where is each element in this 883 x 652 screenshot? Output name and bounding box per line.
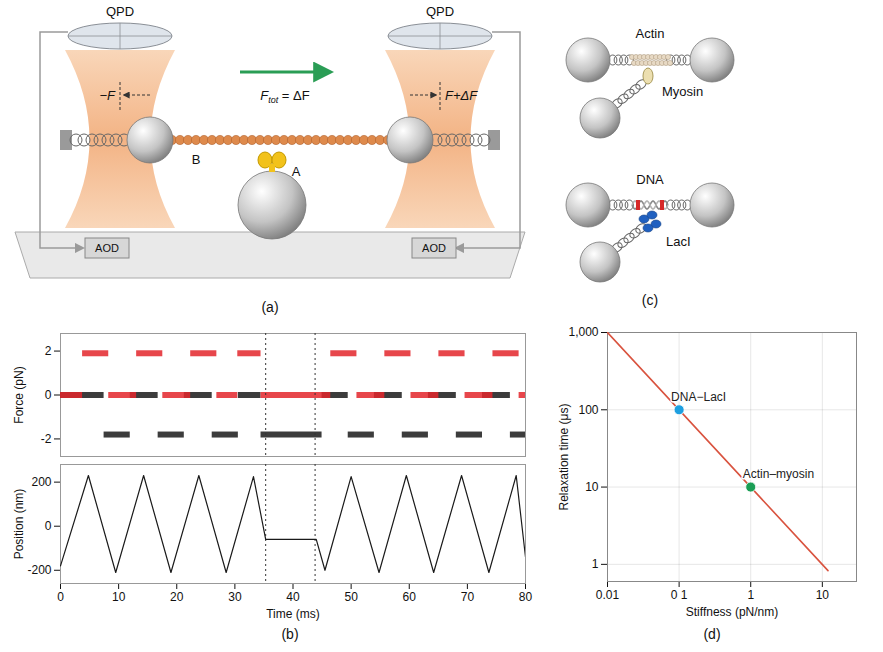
svg-text:F+ΔF: F+ΔF xyxy=(445,88,478,103)
svg-text:QPD: QPD xyxy=(426,4,454,19)
svg-text:1: 1 xyxy=(592,557,599,571)
svg-text:Relaxation time (μs): Relaxation time (μs) xyxy=(557,404,571,511)
svg-text:-2: -2 xyxy=(41,432,52,446)
svg-text:Myosin: Myosin xyxy=(662,84,703,99)
svg-text:LacI: LacI xyxy=(666,234,691,249)
svg-text:0: 0 xyxy=(45,519,52,533)
svg-text:B: B xyxy=(192,152,201,167)
svg-text:Time (ms): Time (ms) xyxy=(266,607,320,621)
svg-text:(a): (a) xyxy=(261,299,278,315)
html-text:(d): (d) xyxy=(703,626,721,642)
svg-text:QPD: QPD xyxy=(106,4,134,19)
svg-text:0: 0 xyxy=(45,388,52,402)
svg-text:−F: −F xyxy=(99,88,116,103)
svg-text:DNA: DNA xyxy=(636,172,664,187)
svg-text:60: 60 xyxy=(403,590,417,604)
svg-text:10: 10 xyxy=(112,590,126,604)
svg-text:Force (pN): Force (pN) xyxy=(12,366,26,423)
svg-text:70: 70 xyxy=(461,590,475,604)
svg-text:100: 100 xyxy=(578,403,598,417)
svg-text:80: 80 xyxy=(519,590,533,604)
svg-text:50: 50 xyxy=(344,590,358,604)
svg-text:40: 40 xyxy=(286,590,300,604)
svg-text:0 1: 0 1 xyxy=(671,588,688,602)
svg-text:(c): (c) xyxy=(642,292,658,308)
svg-text:0: 0 xyxy=(57,590,64,604)
svg-text:Position (nm): Position (nm) xyxy=(12,489,26,560)
svg-text:AOD: AOD xyxy=(422,242,446,254)
svg-text:0.01: 0.01 xyxy=(596,588,620,602)
svg-text:20: 20 xyxy=(170,590,184,604)
svg-text:Stiffness (pN/nm): Stiffness (pN/nm) xyxy=(686,605,778,619)
html-text:(b): (b) xyxy=(281,626,299,642)
svg-text:2: 2 xyxy=(45,344,52,358)
svg-text:1: 1 xyxy=(747,588,754,602)
svg-text:Actin: Actin xyxy=(636,26,665,41)
svg-text:200: 200 xyxy=(31,475,51,489)
svg-text:DNA−LacI: DNA−LacI xyxy=(671,390,726,404)
svg-text:Actin–myosin: Actin–myosin xyxy=(743,467,814,481)
svg-text:A: A xyxy=(292,164,301,179)
svg-text:1,000: 1,000 xyxy=(568,325,598,339)
svg-text:10: 10 xyxy=(585,480,599,494)
svg-text:10: 10 xyxy=(816,588,830,602)
svg-text:Ftot = ΔF: Ftot = ΔF xyxy=(260,88,309,105)
svg-text:-200: -200 xyxy=(27,563,51,577)
svg-text:AOD: AOD xyxy=(95,242,119,254)
svg-text:30: 30 xyxy=(228,590,242,604)
